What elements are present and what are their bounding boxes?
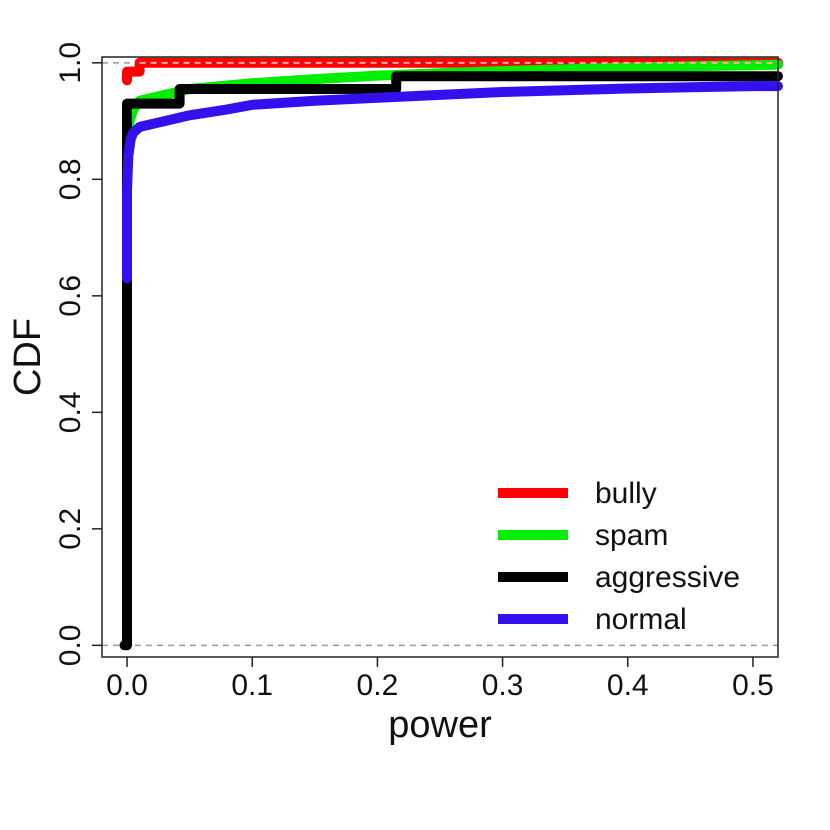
series-layer xyxy=(119,57,783,651)
x-axis: 0.0 0.1 0.2 0.3 0.4 0.5 xyxy=(106,657,774,702)
legend-label-normal: normal xyxy=(595,603,687,636)
x-tick-label-0: 0.0 xyxy=(106,669,148,702)
x-tick-label-3: 0.3 xyxy=(482,669,524,702)
y-axis-title: CDF xyxy=(7,318,49,396)
y-tick-label-3: 0.6 xyxy=(54,275,87,317)
series-line-aggressive xyxy=(119,71,783,651)
legend: bully spam aggressive normal xyxy=(498,477,740,636)
y-tick-label-2: 0.4 xyxy=(54,391,87,433)
legend-label-spam: spam xyxy=(595,519,668,552)
x-tick-label-1: 0.1 xyxy=(231,669,273,702)
legend-label-bully: bully xyxy=(595,477,657,510)
y-axis: 0.0 0.2 0.4 0.6 0.8 1.0 xyxy=(54,42,102,666)
y-tick-label-0: 0.0 xyxy=(54,624,87,666)
x-tick-label-4: 0.4 xyxy=(607,669,649,702)
y-tick-label-1: 0.2 xyxy=(54,508,87,550)
reference-lines xyxy=(102,62,778,647)
y-tick-label-5: 1.0 xyxy=(54,42,87,84)
x-tick-label-2: 0.2 xyxy=(357,669,399,702)
y-tick-label-4: 0.8 xyxy=(54,158,87,200)
x-axis-title: power xyxy=(388,704,492,746)
series-line-normal xyxy=(122,81,783,284)
x-tick-label-5: 0.5 xyxy=(732,669,774,702)
legend-label-aggressive: aggressive xyxy=(595,561,740,594)
plot-frame xyxy=(101,56,779,658)
